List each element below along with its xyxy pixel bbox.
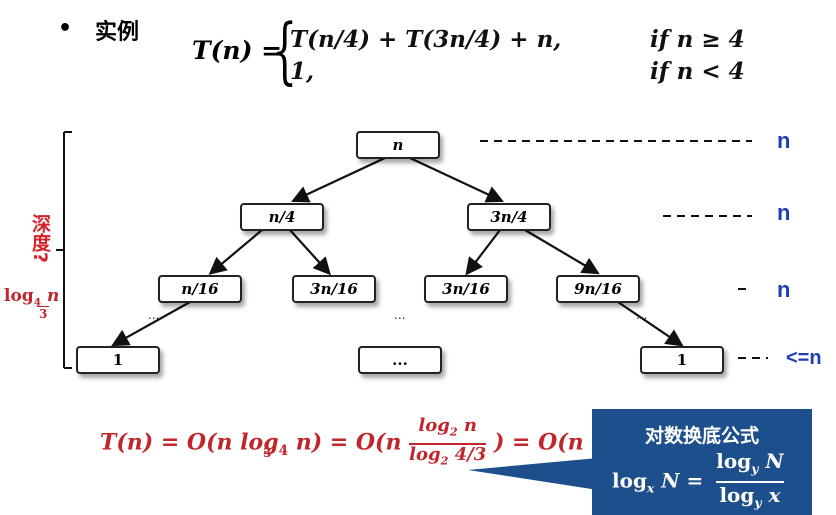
node-l1-left: n/4 bbox=[240, 203, 324, 231]
edge-root-right bbox=[409, 157, 504, 203]
ellipsis-1: ... bbox=[148, 308, 160, 322]
depth-log: log4 n bbox=[4, 286, 60, 309]
bullet-marker: • bbox=[58, 16, 73, 41]
recurrence-cond-2: if n < 4 bbox=[650, 58, 745, 85]
callout-pointer bbox=[468, 458, 598, 490]
callout-title: 对数换底公式 bbox=[644, 425, 759, 447]
recurrence-lhs: T(n) = bbox=[192, 36, 283, 65]
leaf-middle: ... bbox=[358, 346, 442, 374]
row-cost-0: n bbox=[777, 128, 791, 153]
section-title: 实例 bbox=[95, 20, 140, 45]
formula-fraction: log2 n log2 4/3 bbox=[409, 415, 487, 468]
row-cost-2: n bbox=[777, 277, 791, 302]
depth-label: 深度? bbox=[29, 214, 51, 264]
ellipsis-3: ... bbox=[636, 308, 648, 322]
recurrence-case-2: 1, bbox=[290, 58, 315, 85]
callout-fraction: logy N logy x bbox=[716, 449, 784, 510]
row-cost-3: <=n bbox=[786, 347, 822, 369]
leaf-left: 1 bbox=[76, 346, 160, 374]
log-change-callout: 对数换底公式 logx N = logy N logy x bbox=[592, 409, 812, 515]
edge-l2-leaf-left bbox=[111, 301, 191, 347]
leaf-right: 1 bbox=[640, 346, 724, 374]
ellipsis-2: ... bbox=[394, 308, 406, 322]
edge-l1-rl bbox=[465, 229, 501, 276]
edge-l1-rr bbox=[524, 229, 600, 275]
row-cost-1: n bbox=[777, 200, 791, 225]
edge-root-left bbox=[291, 157, 386, 203]
recurrence-cond-1: if n ≥ 4 bbox=[650, 26, 745, 53]
node-l2-1: n/16 bbox=[158, 275, 242, 303]
recurrence-brace: { bbox=[272, 8, 298, 92]
node-l2-4: 9n/16 bbox=[556, 275, 640, 303]
node-l2-3: 3n/16 bbox=[424, 275, 508, 303]
depth-bracket bbox=[56, 131, 72, 369]
node-l1-right: 3n/4 bbox=[467, 203, 551, 231]
edge-l1-lr bbox=[289, 229, 331, 276]
complexity-formula: T(n) = O(n log4 n) = O(n log2 n log2 4/3… bbox=[100, 416, 664, 471]
edge-l1-ll bbox=[208, 229, 263, 275]
callout-formula: logx N = logy N logy x bbox=[612, 449, 784, 515]
formula-base-den: 3 bbox=[263, 446, 272, 460]
node-root: n bbox=[356, 131, 440, 159]
node-l2-2: 3n/16 bbox=[292, 275, 376, 303]
depth-log-base: 4 bbox=[33, 296, 42, 309]
depth-log-base-den: 3 bbox=[37, 306, 50, 321]
recurrence-case-1: T(n/4) + T(3n/4) + n, bbox=[290, 26, 562, 53]
edge-l2-leaf-right bbox=[617, 301, 684, 347]
